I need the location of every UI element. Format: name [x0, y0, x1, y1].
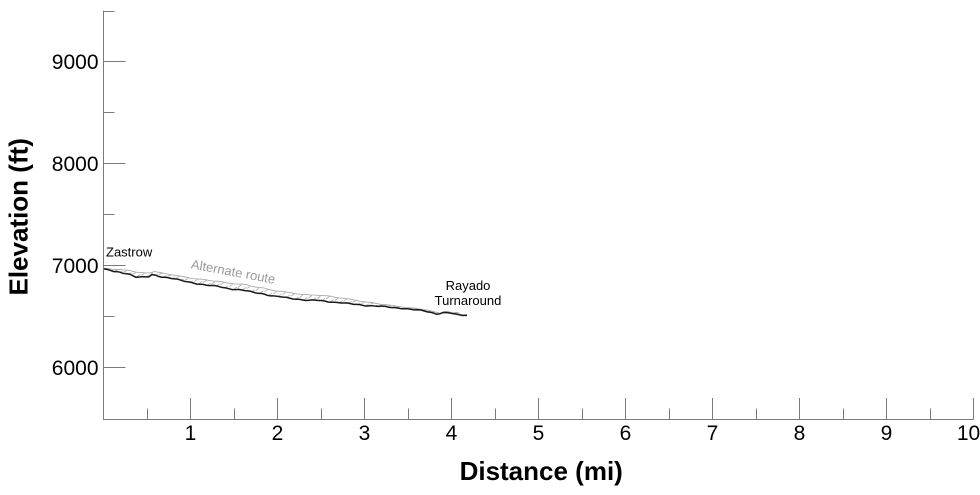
svg-text:2: 2 [272, 422, 284, 445]
svg-text:1: 1 [185, 422, 197, 445]
svg-text:Rayado: Rayado [446, 278, 491, 293]
svg-text:Elevation (ft): Elevation (ft) [4, 138, 34, 295]
svg-text:Turnaround: Turnaround [435, 293, 502, 308]
svg-text:9: 9 [881, 422, 893, 445]
svg-text:6000: 6000 [52, 357, 99, 380]
svg-text:Zastrow: Zastrow [106, 245, 153, 260]
svg-text:3: 3 [359, 422, 371, 445]
svg-text:10: 10 [957, 422, 980, 445]
svg-text:7: 7 [707, 422, 719, 445]
svg-text:6: 6 [620, 422, 632, 445]
svg-text:8000: 8000 [52, 153, 99, 176]
svg-text:9000: 9000 [52, 51, 99, 74]
svg-text:Distance (mi): Distance (mi) [460, 456, 623, 486]
svg-text:4: 4 [446, 422, 458, 445]
svg-text:8: 8 [794, 422, 806, 445]
svg-text:7000: 7000 [52, 255, 99, 278]
svg-text:5: 5 [533, 422, 545, 445]
